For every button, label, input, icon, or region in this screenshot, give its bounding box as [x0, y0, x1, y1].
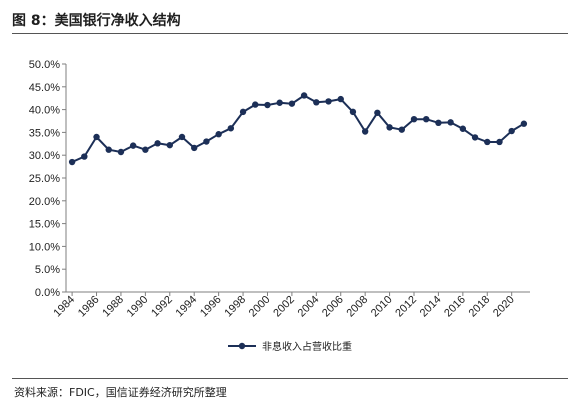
data-point: [386, 124, 393, 131]
data-point: [459, 125, 467, 132]
y-tick-label: 35.0%: [29, 127, 60, 139]
data-point: [398, 126, 405, 133]
x-tick-label: 2010: [369, 294, 395, 320]
data-point: [93, 133, 100, 141]
series-line: [71, 94, 525, 163]
legend: 非息收入占营收比重: [0, 338, 580, 354]
data-point: [374, 109, 381, 116]
data-point: [496, 138, 503, 146]
y-tick-label: 40.0%: [29, 105, 60, 117]
data-point: [410, 115, 418, 123]
y-tick-label: 45.0%: [29, 82, 60, 94]
data-point: [252, 101, 259, 108]
data-point: [191, 144, 198, 152]
data-point: [508, 127, 515, 135]
data-point: [227, 125, 235, 132]
x-tick-label: 2020: [491, 294, 517, 320]
x-tick-label: 1994: [174, 294, 200, 320]
data-point: [105, 146, 112, 153]
source-divider: [12, 378, 568, 379]
x-tick-label: 2012: [393, 294, 419, 320]
data-point: [423, 115, 430, 123]
y-tick-label: 10.0%: [29, 241, 60, 253]
y-tick-label: 25.0%: [29, 173, 60, 185]
x-tick-label: 2008: [344, 294, 370, 320]
source-note: 资料来源：FDIC，国信证券经济研究所整理: [14, 386, 227, 399]
legend-line-marker-icon: [228, 342, 256, 349]
x-tick-label: 2014: [418, 294, 444, 320]
data-point: [361, 128, 369, 135]
data-point: [129, 142, 137, 149]
data-point: [166, 141, 173, 149]
title-divider: [12, 33, 568, 34]
x-tick-label: 1990: [125, 294, 151, 320]
x-tick-label: 1988: [100, 294, 126, 320]
data-point: [435, 119, 442, 127]
x-tick-label: 2018: [467, 294, 493, 320]
y-axis-ticks: 0.0% 5.0% 10.0% 15.0% 20.0% 25.0% 30.0% 35.0% 40…: [29, 59, 66, 299]
data-point: [471, 134, 479, 141]
x-tick-label: 2016: [442, 294, 468, 320]
data-point: [154, 140, 161, 147]
x-axis-ticks: 1984198619881990199219941996199820002002…: [51, 292, 517, 320]
data-point: [337, 95, 344, 103]
x-tick-label: 2004: [296, 294, 322, 320]
data-point: [484, 138, 491, 146]
data-point: [276, 99, 283, 106]
x-tick-label: 2002: [271, 294, 297, 320]
data-point: [313, 99, 320, 106]
data-point: [447, 119, 454, 126]
data-point: [349, 108, 357, 116]
x-tick-label: 1986: [76, 294, 102, 320]
data-point: [239, 108, 247, 116]
data-point: [203, 138, 210, 145]
data-point: [520, 120, 528, 127]
data-point: [325, 98, 332, 105]
data-point: [300, 92, 308, 99]
x-tick-label: 1996: [198, 294, 224, 320]
data-point: [142, 146, 149, 153]
y-tick-label: 20.0%: [29, 196, 60, 208]
data-point: [68, 158, 76, 166]
x-tick-label: 1998: [222, 294, 248, 320]
x-tick-label: 1992: [149, 294, 175, 320]
y-tick-label: 50.0%: [29, 59, 60, 71]
chart-axes: [65, 64, 530, 293]
y-tick-label: 5.0%: [35, 264, 60, 276]
data-point: [178, 133, 186, 141]
figure-title: 图 8：美国银行净收入结构: [12, 13, 181, 29]
y-tick-label: 0.0%: [35, 287, 60, 299]
data-point: [81, 153, 88, 160]
data-point: [264, 101, 271, 109]
data-point: [288, 100, 296, 107]
data-point: [117, 148, 125, 156]
y-tick-label: 30.0%: [29, 150, 60, 162]
data-point: [215, 131, 222, 138]
x-tick-label: 2006: [320, 294, 346, 320]
y-tick-label: 15.0%: [29, 219, 60, 231]
x-tick-label: 2000: [247, 294, 273, 320]
legend-label: 非息收入占营收比重: [262, 342, 352, 353]
series-layer: [68, 92, 528, 166]
